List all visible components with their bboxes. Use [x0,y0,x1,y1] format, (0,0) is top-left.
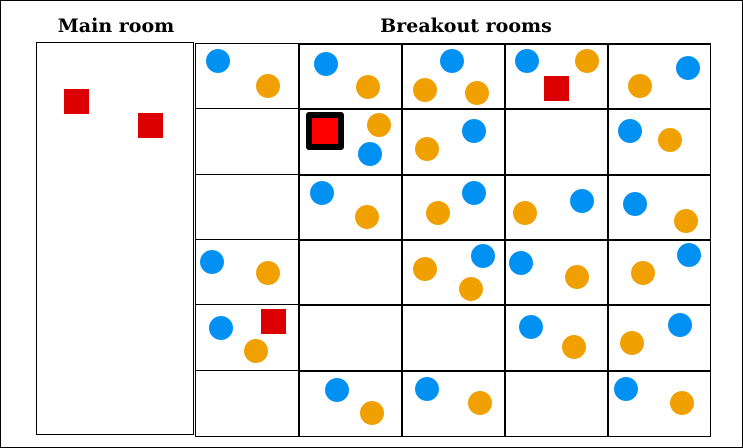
breakout-room[interactable] [195,370,299,437]
host-square-icon[interactable] [261,309,286,334]
orange-participant-icon[interactable] [360,401,384,425]
breakout-room[interactable] [298,304,402,371]
blue-participant-icon[interactable] [570,189,594,213]
breakout-room[interactable] [401,304,505,371]
orange-participant-icon[interactable] [670,391,694,415]
blue-participant-icon[interactable] [668,313,692,337]
blue-participant-icon[interactable] [325,378,349,402]
breakout-room[interactable] [298,370,402,437]
main-room-title: Main room [57,15,175,37]
breakout-room[interactable] [298,239,402,305]
blue-participant-icon[interactable] [314,52,338,76]
orange-participant-icon[interactable] [562,335,586,359]
blue-participant-icon[interactable] [310,181,334,205]
breakout-room[interactable] [504,304,608,371]
blue-participant-icon[interactable] [462,119,486,143]
breakout-room[interactable] [401,174,505,240]
blue-participant-icon[interactable] [676,56,700,80]
selected-host-square-icon[interactable] [306,112,344,150]
orange-participant-icon[interactable] [413,78,437,102]
orange-participant-icon[interactable] [367,113,391,137]
blue-participant-icon[interactable] [358,142,382,166]
orange-participant-icon[interactable] [465,81,489,105]
blue-participant-icon[interactable] [519,315,543,339]
blue-participant-icon[interactable] [440,49,464,73]
blue-participant-icon[interactable] [206,49,230,73]
orange-participant-icon[interactable] [355,205,379,229]
breakout-room[interactable] [504,108,608,175]
orange-participant-icon[interactable] [513,201,537,225]
orange-participant-icon[interactable] [620,331,644,355]
orange-participant-icon[interactable] [256,74,280,98]
blue-participant-icon[interactable] [618,119,642,143]
orange-participant-icon[interactable] [256,261,280,285]
orange-participant-icon[interactable] [459,277,483,301]
blue-participant-icon[interactable] [623,192,647,216]
blue-participant-icon[interactable] [200,250,224,274]
blue-participant-icon[interactable] [515,49,539,73]
blue-participant-icon[interactable] [677,243,701,267]
main-room[interactable] [36,42,194,435]
orange-participant-icon[interactable] [415,137,439,161]
breakout-room[interactable] [298,43,402,109]
orange-participant-icon[interactable] [631,261,655,285]
blue-participant-icon[interactable] [209,316,233,340]
orange-participant-icon[interactable] [244,339,268,363]
breakout-room[interactable] [504,370,608,437]
orange-participant-icon[interactable] [575,49,599,73]
blue-participant-icon[interactable] [462,181,486,205]
orange-participant-icon[interactable] [565,265,589,289]
orange-participant-icon[interactable] [356,75,380,99]
host-square-icon[interactable] [544,76,569,101]
breakout-room[interactable] [195,174,299,240]
orange-participant-icon[interactable] [468,391,492,415]
breakout-room[interactable] [607,370,711,437]
blue-participant-icon[interactable] [415,377,439,401]
orange-participant-icon[interactable] [674,209,698,233]
orange-participant-icon[interactable] [426,201,450,225]
host-square-icon[interactable] [138,113,163,138]
breakout-rooms-title: Breakout rooms [380,15,552,37]
breakout-room[interactable] [195,108,299,175]
orange-participant-icon[interactable] [628,74,652,98]
orange-participant-icon[interactable] [658,128,682,152]
host-square-icon[interactable] [64,89,89,114]
orange-participant-icon[interactable] [413,257,437,281]
blue-participant-icon[interactable] [509,251,533,275]
blue-participant-icon[interactable] [614,377,638,401]
blue-participant-icon[interactable] [471,244,495,268]
